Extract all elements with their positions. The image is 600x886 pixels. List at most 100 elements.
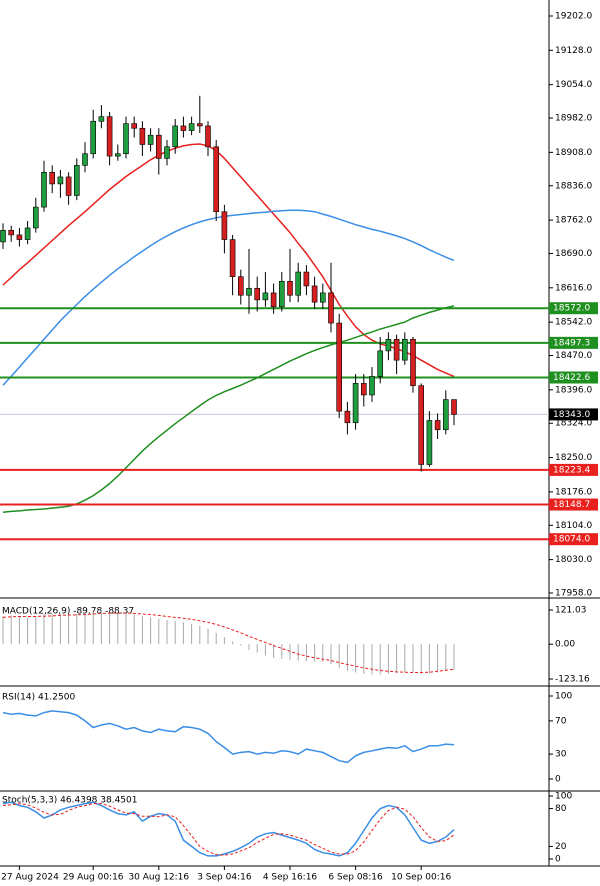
candle-body bbox=[418, 385, 425, 465]
y-tick-label: 19128.0 bbox=[555, 46, 592, 56]
y-tick-label: 18396.0 bbox=[555, 385, 592, 395]
indicator-line bbox=[2, 305, 455, 514]
current-price-box bbox=[549, 408, 598, 421]
level-label: 18223.4 bbox=[553, 465, 590, 475]
candle-body bbox=[98, 116, 105, 122]
y-tick-label: 18982.0 bbox=[555, 114, 592, 124]
candle-body bbox=[65, 176, 72, 196]
candle-body bbox=[451, 399, 457, 415]
candle-body bbox=[434, 420, 441, 431]
candle-body bbox=[238, 276, 244, 296]
level-label-box bbox=[549, 498, 598, 511]
candle-body bbox=[74, 165, 80, 196]
candle-body bbox=[287, 281, 293, 296]
candle-body bbox=[24, 227, 31, 240]
candle-body bbox=[16, 234, 23, 240]
candle-body bbox=[328, 292, 334, 324]
y-tick-label: 17958.0 bbox=[555, 589, 592, 599]
candle-body bbox=[410, 338, 416, 386]
level-label: 18572.0 bbox=[553, 304, 590, 314]
x-tick-label: 3 Sep 04:16 bbox=[197, 873, 252, 883]
indicator-line bbox=[2, 209, 455, 386]
candle-body bbox=[205, 125, 211, 148]
level-label: 18422.6 bbox=[553, 373, 590, 383]
panel-title: MACD(12,26,9) -89.78 -88.37 bbox=[2, 607, 134, 617]
candle-body bbox=[360, 383, 367, 396]
y-tick-label: 30 bbox=[555, 750, 567, 760]
y-tick-label: 100 bbox=[555, 792, 572, 802]
indicator-line bbox=[2, 803, 455, 856]
candle-body bbox=[319, 292, 326, 303]
candle-body bbox=[8, 229, 14, 236]
y-tick-label: 18470.0 bbox=[555, 351, 592, 361]
y-tick-label: 18176.0 bbox=[555, 487, 592, 497]
candle-body bbox=[295, 271, 302, 296]
y-tick-label: 18690.0 bbox=[555, 249, 592, 259]
candle-body bbox=[369, 376, 375, 396]
x-tick-label: 10 Sep 00:16 bbox=[391, 873, 451, 883]
x-tick-label: 4 Sep 16:16 bbox=[263, 873, 318, 883]
x-tick-label: 29 Aug 00:16 bbox=[63, 873, 124, 883]
candle-body bbox=[172, 125, 178, 148]
y-tick-label: 0 bbox=[555, 775, 561, 785]
candle-body bbox=[270, 292, 277, 308]
x-tick-label: 27 Aug 2024 bbox=[1, 873, 59, 883]
y-tick-label: 18762.0 bbox=[555, 216, 592, 226]
candle-body bbox=[393, 338, 400, 361]
candle-body bbox=[41, 172, 47, 208]
current-price-label: 18343.0 bbox=[553, 410, 590, 420]
y-tick-label: 18908.0 bbox=[555, 148, 592, 158]
candle-body bbox=[442, 399, 449, 431]
level-label-box bbox=[549, 336, 598, 349]
candle-body bbox=[82, 153, 88, 166]
level-label-box bbox=[549, 533, 598, 546]
level-label: 18497.3 bbox=[553, 338, 590, 348]
y-tick-label: 0 bbox=[555, 855, 561, 865]
candle-body bbox=[156, 134, 162, 159]
y-tick-label: 18836.0 bbox=[555, 181, 592, 191]
candle-body bbox=[32, 206, 39, 229]
panel-title: Stoch(5,3,3) 46.4398 38.4501 bbox=[2, 796, 137, 806]
y-tick-label: 18104.0 bbox=[555, 521, 592, 531]
y-tick-label: 19202.0 bbox=[555, 12, 592, 22]
y-tick-label: -123.16 bbox=[555, 675, 590, 685]
indicator-line bbox=[2, 801, 455, 857]
candle-body bbox=[197, 123, 203, 127]
y-tick-label: 18324.0 bbox=[555, 419, 592, 429]
candle-body bbox=[180, 125, 187, 131]
y-tick-label: 121.03 bbox=[555, 606, 587, 616]
candle-body bbox=[262, 292, 269, 301]
candle-body bbox=[352, 383, 359, 424]
candle-body bbox=[57, 176, 64, 185]
candle-body bbox=[213, 146, 219, 213]
candle-body bbox=[90, 120, 96, 155]
candle-body bbox=[131, 123, 137, 129]
candle-body bbox=[246, 287, 252, 296]
y-tick-label: 18616.0 bbox=[555, 283, 592, 293]
candle-body bbox=[115, 153, 121, 157]
level-label-box bbox=[549, 371, 598, 384]
y-tick-label: 100 bbox=[555, 692, 572, 702]
candle-body bbox=[229, 239, 236, 277]
level-label-box bbox=[549, 302, 598, 315]
level-label: 18074.0 bbox=[553, 535, 590, 545]
panel-title: RSI(14) 41.2500 bbox=[2, 693, 75, 703]
candle-body bbox=[385, 338, 392, 352]
y-tick-label: 20 bbox=[555, 842, 567, 852]
level-label-box bbox=[549, 463, 598, 476]
candle-body bbox=[147, 134, 154, 145]
x-tick-label: 30 Aug 12:16 bbox=[128, 873, 189, 883]
y-tick-label: 80 bbox=[555, 804, 567, 814]
candle-body bbox=[0, 229, 6, 243]
candle-body bbox=[139, 127, 146, 145]
candle-body bbox=[49, 172, 56, 185]
indicator-line bbox=[2, 710, 455, 764]
candle-body bbox=[221, 211, 228, 240]
candle-body bbox=[188, 123, 195, 131]
x-tick-label: 6 Sep 08:16 bbox=[328, 873, 383, 883]
candle-body bbox=[377, 350, 384, 377]
y-tick-label: 18250.0 bbox=[555, 453, 592, 463]
y-tick-label: 18542.0 bbox=[555, 318, 592, 328]
